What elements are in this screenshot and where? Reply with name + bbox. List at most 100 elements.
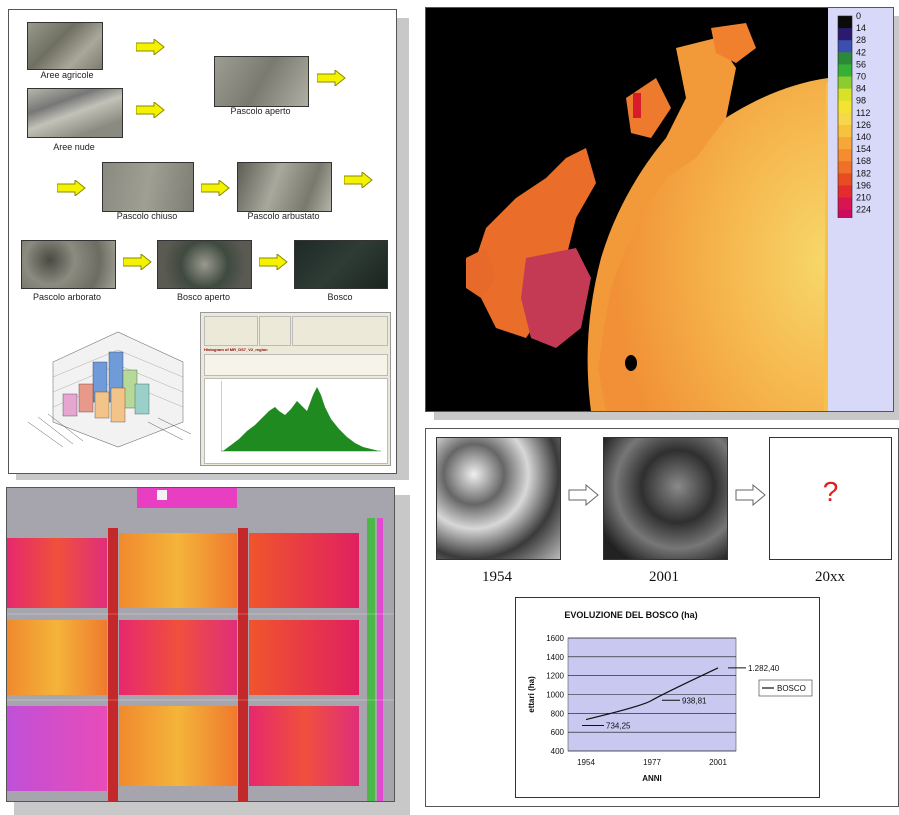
legend-swatch [838, 52, 852, 65]
legend-swatch [838, 88, 852, 102]
legend-tick-label: 0 [856, 11, 861, 21]
question-mark: ? [822, 476, 839, 507]
legend-swatch [838, 76, 852, 90]
legend-tick-label: 182 [856, 168, 871, 178]
legend-swatch [838, 112, 852, 126]
pascolo-chiuso-photo [102, 162, 194, 212]
legend-swatch [838, 197, 852, 211]
pascolo-aperto-photo [214, 56, 309, 107]
legend-tick-label: 112 [856, 108, 870, 118]
legend-label: BOSCO [777, 684, 806, 693]
y-tick-label: 1400 [546, 653, 564, 662]
pascolo-arbustato-photo [237, 162, 332, 212]
bosco-aperto-photo [157, 240, 252, 289]
legend-tick-label: 224 [856, 205, 871, 215]
x-tick-label: 1954 [577, 758, 595, 767]
aree-nude-label: Aree nude [53, 142, 95, 152]
pascolo-arborato-label: Pascolo arborato [32, 292, 102, 302]
year-1954: 1954 [482, 569, 512, 585]
histogram-title: Histogram of MR_DS7_V2_region [204, 347, 268, 352]
arrow-icon [344, 172, 373, 188]
arrow-icon [57, 180, 86, 196]
aree-nude-photo [27, 88, 123, 138]
legend-tick-label: 56 [856, 59, 866, 69]
series-line-bosco [585, 667, 719, 721]
pascolo-arbustato-label: Pascolo arbustato [247, 211, 320, 221]
forest-evolution-panel: ? 1954 2001 20xx EVOLUZIONE DEL BOSCO (h… [425, 428, 899, 807]
legend-swatch [838, 185, 852, 198]
legend-swatch [838, 64, 852, 77]
land-cover-succession-panel: Aree agricole Aree nude Pascolo aperto P… [8, 9, 397, 474]
aree-agricole-label: Aree agricole [40, 70, 94, 80]
legend-swatch [838, 16, 852, 29]
legend-tick-label: 14 [856, 23, 866, 33]
legend-swatch [838, 124, 852, 138]
legend-tick-label: 154 [856, 144, 871, 154]
legend-swatch [838, 173, 852, 186]
data-label: 1.282,40 [748, 664, 780, 673]
pascolo-arborato-photo [21, 240, 116, 289]
arrow-icon [201, 180, 230, 196]
year-2001: 2001 [649, 569, 679, 585]
y-tick-label: 1000 [546, 691, 564, 700]
aerial-photo-2001 [603, 437, 728, 560]
legend-tick-label: 140 [856, 132, 871, 142]
bosco-aperto-label: Bosco aperto [176, 292, 231, 302]
legend-swatch [838, 161, 852, 174]
chart-title: EVOLUZIONE DEL BOSCO (ha) [564, 610, 697, 620]
false-color-field-raster [7, 488, 394, 801]
arrow-icon [259, 254, 288, 270]
x-tick-label: 1977 [643, 758, 661, 767]
coastal-map-raster [426, 8, 828, 411]
future-placeholder-box: ? [769, 437, 892, 560]
legend-tick-label: 70 [856, 72, 866, 82]
year-20xx: 20xx [815, 569, 845, 585]
arrow-icon [136, 102, 165, 118]
legend-swatch [838, 100, 852, 114]
legend-swatch [838, 137, 852, 150]
y-axis-label: ettari (ha) [527, 676, 536, 713]
chart-legend [758, 679, 813, 697]
legend-swatch [838, 40, 852, 53]
vineyard-field-image [6, 487, 395, 802]
legend-tick-label: 84 [856, 84, 866, 94]
y-tick-label: 600 [551, 728, 565, 737]
elevation-legend: 0 14 28 42 56 70 84 98 112 126 140 154 168 182 196 210 2… [828, 8, 893, 411]
x-tick-label: 2001 [709, 758, 727, 767]
arrow-icon [317, 70, 346, 86]
bosco-label: Bosco [327, 292, 353, 302]
forest-line-chart: EVOLUZIONE DEL BOSCO (ha) 400 600 800 1000 12… [527, 610, 813, 783]
y-tick-label: 1200 [546, 672, 564, 681]
legend-tick-label: 196 [856, 180, 871, 190]
legend-tick-label: 210 [856, 193, 871, 203]
y-tick-label: 800 [551, 709, 565, 718]
data-label: 734,25 [606, 722, 631, 731]
histogram-window: Histogram of MR_DS7_V2_region [200, 312, 391, 466]
forest-chart-frame: EVOLUZIONE DEL BOSCO (ha) 400 600 800 1000 12… [515, 597, 820, 798]
histogram-plot [221, 381, 381, 452]
aree-agricole-photo [27, 22, 103, 70]
pascolo-aperto-label: Pascolo aperto [230, 106, 291, 116]
bosco-photo [294, 240, 388, 289]
legend-tick-label: 28 [856, 35, 866, 45]
legend-tick-label: 126 [856, 120, 871, 130]
legend-tick-label: 168 [856, 156, 871, 166]
pascolo-chiuso-label: Pascolo chiuso [116, 211, 178, 221]
arrow-outline-icon [735, 484, 766, 506]
legend-tick-label: 42 [856, 47, 866, 57]
elevation-map-panel: 0 14 28 42 56 70 84 98 112 126 140 154 168 182 196 210 2… [425, 7, 894, 412]
arrow-icon [123, 254, 152, 270]
y-tick-label: 1600 [546, 634, 564, 643]
legend-swatch [838, 28, 852, 41]
aerial-photo-1954 [436, 437, 561, 560]
arrow-outline-icon [568, 484, 599, 506]
legend-colorbar: 0 14 28 42 56 70 84 98 112 126 140 154 168 182 196 210 2… [837, 11, 871, 218]
legend-swatch [838, 149, 852, 162]
arrow-icon [136, 39, 165, 55]
legend-tick-label: 98 [856, 96, 866, 106]
3d-bar-chart-graphic [27, 331, 192, 448]
legend-swatch [838, 209, 852, 218]
x-axis-label: ANNI [642, 774, 662, 783]
y-tick-label: 400 [551, 747, 565, 756]
data-label: 938,81 [682, 696, 707, 705]
